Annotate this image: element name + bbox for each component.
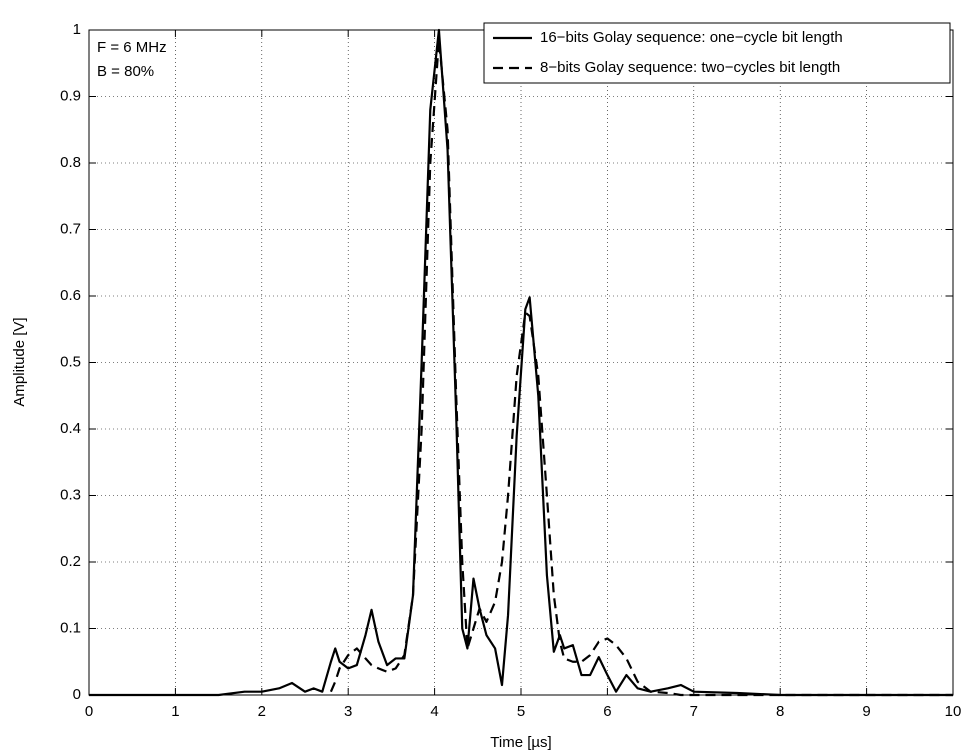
y-tick-label: 0.1	[60, 619, 81, 636]
y-tick-label: 0.5	[60, 353, 81, 370]
data-line	[89, 28, 953, 697]
y-tick-label: 1	[73, 21, 81, 38]
x-axis-label: Time [µs]	[490, 734, 551, 751]
y-axis-label: Amplitude [V]	[11, 317, 28, 406]
y-tick-label: 0.3	[60, 486, 81, 503]
y-tick-label: 0.4	[60, 420, 81, 437]
x-tick-label: 0	[85, 703, 93, 720]
x-tick-label: 1	[171, 703, 179, 720]
y-tick-label: 0.6	[60, 287, 81, 304]
x-tick-label: 8	[776, 703, 784, 720]
x-tick-label: 6	[603, 703, 611, 720]
x-tick-label: 2	[258, 703, 266, 720]
x-tick-label: 4	[430, 703, 438, 720]
x-tick-label: 9	[862, 703, 870, 720]
data-line	[329, 38, 953, 697]
x-tick-label: 10	[945, 703, 962, 720]
y-tick-label: 0	[73, 686, 81, 703]
x-tick-label: 7	[690, 703, 698, 720]
y-tick-label: 0.2	[60, 553, 81, 570]
legend-label: 8−bits Golay sequence: two−cycles bit le…	[540, 59, 840, 76]
x-tick-label: 3	[344, 703, 352, 720]
y-tick-label: 0.7	[60, 220, 81, 237]
legend-box	[483, 22, 951, 84]
annotation: F = 6 MHz	[97, 39, 167, 56]
y-tick-label: 0.8	[60, 154, 81, 171]
x-tick-label: 5	[517, 703, 525, 720]
legend-label: 16−bits Golay sequence: one−cycle bit le…	[540, 29, 843, 46]
y-tick-label: 0.9	[60, 87, 81, 104]
annotation: B = 80%	[97, 63, 154, 80]
